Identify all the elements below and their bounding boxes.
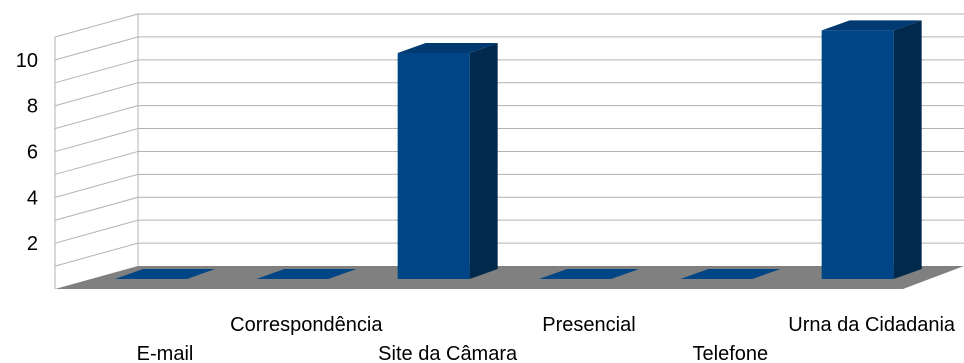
bar-group (539, 269, 639, 279)
x-category-label: Telefone (693, 343, 769, 363)
x-category-label: Correspondência (230, 314, 383, 336)
side-gridline (54, 242, 139, 267)
bar (397, 53, 470, 279)
x-category-label: E-mail (137, 343, 194, 363)
side-gridline (54, 128, 139, 153)
bar-side (893, 20, 922, 280)
bar-top (256, 269, 357, 279)
side-gridline (54, 173, 139, 198)
y-tick-label: 8 (27, 96, 38, 118)
bar-group (680, 269, 781, 279)
bar-group (821, 20, 922, 280)
bar-top (680, 269, 781, 279)
y-tick-label: 4 (27, 187, 38, 209)
side-gridline (54, 196, 139, 221)
labels-layer: 2 4 6 8 10 E-mail Correspondência Site da Câmar… (16, 50, 956, 363)
side-gridline (54, 36, 139, 61)
bar-group (256, 269, 357, 279)
bar-top (115, 269, 215, 279)
y-tick-label: 10 (16, 50, 38, 72)
y-tick-label: 2 (27, 233, 38, 255)
side-gridline (54, 59, 139, 84)
bar-side (469, 43, 498, 279)
x-category-label: Presencial (542, 314, 635, 336)
bar-group (397, 43, 498, 279)
side-gridline (54, 219, 139, 244)
bar-top (821, 20, 922, 31)
side-gridline (54, 105, 139, 130)
bar-top (397, 43, 498, 53)
side-gridline (54, 150, 139, 175)
side-gridline (54, 13, 139, 38)
x-category-label: Site da Câmara (378, 343, 518, 363)
bars-layer (115, 20, 922, 280)
side-gridline (54, 82, 139, 107)
y-tick-label: 6 (27, 142, 38, 164)
bar-group (115, 269, 215, 279)
bar-top (539, 269, 639, 279)
bar (821, 30, 894, 280)
x-category-label: Urna da Cidadania (788, 314, 956, 336)
